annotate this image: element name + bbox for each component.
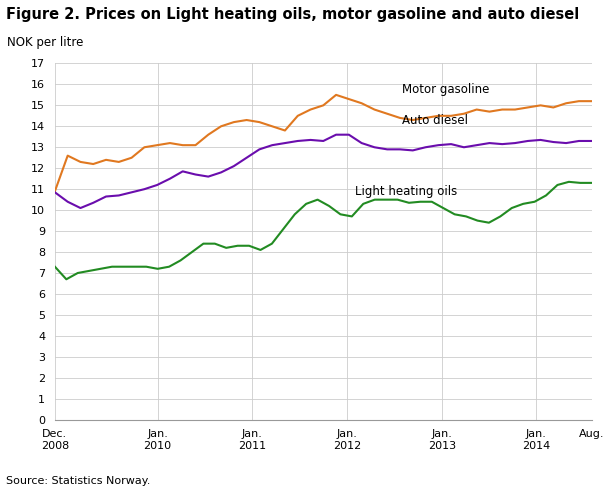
Text: Light heating oils: Light heating oils — [355, 185, 457, 199]
Text: Figure 2. Prices on Light heating oils, motor gasoline and auto diesel: Figure 2. Prices on Light heating oils, … — [6, 7, 580, 22]
Text: Motor gasoline: Motor gasoline — [402, 83, 490, 96]
Text: Auto diesel: Auto diesel — [402, 114, 468, 127]
Text: NOK per litre: NOK per litre — [7, 36, 83, 49]
Text: Source: Statistics Norway.: Source: Statistics Norway. — [6, 476, 151, 486]
